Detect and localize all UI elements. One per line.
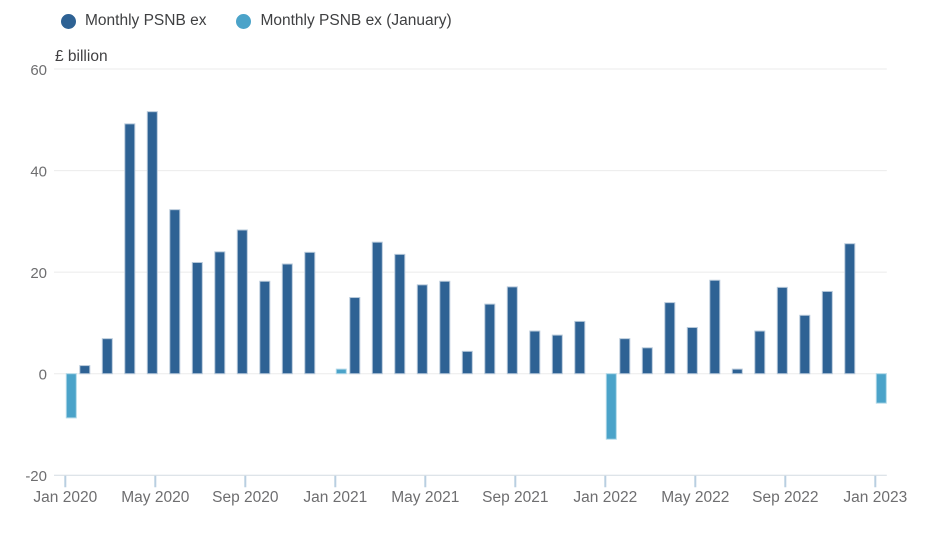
x-axis-tick-label: Sep 2020 xyxy=(212,489,279,506)
bar-monthly-psnb xyxy=(304,251,316,375)
y-axis-tick-label: 20 xyxy=(30,265,47,282)
bar-monthly-psnb xyxy=(371,241,383,375)
x-axis-tick-label: May 2020 xyxy=(121,489,189,506)
x-axis-tick-label: Jan 2020 xyxy=(33,489,97,506)
bar-monthly-psnb xyxy=(799,314,811,375)
bar-monthly-psnb xyxy=(664,302,676,375)
bar-monthly-psnb xyxy=(236,229,248,375)
bar-monthly-psnb-january xyxy=(65,373,77,419)
legend-label-monthly-psnb: Monthly PSNB ex xyxy=(85,12,207,29)
bar-monthly-psnb xyxy=(169,209,181,375)
bar-monthly-psnb xyxy=(101,338,113,375)
x-axis-tick-label: Sep 2022 xyxy=(752,489,818,506)
bar-monthly-psnb xyxy=(191,261,203,375)
bar-monthly-psnb xyxy=(484,303,496,375)
bar-monthly-psnb xyxy=(214,251,226,375)
bar-monthly-psnb xyxy=(259,280,271,375)
legend-item-monthly-psnb-january: Monthly PSNB ex (January) xyxy=(236,12,452,30)
bar-monthly-psnb xyxy=(529,330,541,375)
y-axis-tick-label: -20 xyxy=(25,468,47,485)
legend-item-monthly-psnb: Monthly PSNB ex xyxy=(61,12,206,30)
bar-monthly-psnb xyxy=(349,297,361,375)
bar-monthly-psnb xyxy=(124,123,136,375)
x-axis-tick-label: Sep 2021 xyxy=(482,489,548,506)
bar-monthly-psnb xyxy=(394,253,406,375)
bar-monthly-psnb xyxy=(281,263,293,375)
x-axis-tick-label: Jan 2023 xyxy=(843,489,907,506)
bar-monthly-psnb-january xyxy=(605,373,617,440)
bar-monthly-psnb xyxy=(821,290,833,375)
bar-monthly-psnb xyxy=(641,347,653,375)
bar-monthly-psnb xyxy=(731,368,743,375)
bar-monthly-psnb xyxy=(844,243,856,375)
chart-legend: Monthly PSNB ex Monthly PSNB ex (January… xyxy=(61,12,482,30)
x-axis-tick-label: Jan 2021 xyxy=(303,489,367,506)
x-axis-tick-label: May 2022 xyxy=(661,489,729,506)
bar-monthly-psnb xyxy=(619,338,631,375)
y-axis-tick-label: 40 xyxy=(30,164,47,181)
bar-monthly-psnb xyxy=(686,326,698,375)
x-axis-tick-label: Jan 2022 xyxy=(573,489,637,506)
bar-monthly-psnb-january xyxy=(875,373,887,404)
bar-monthly-psnb xyxy=(461,350,473,375)
bar-monthly-psnb xyxy=(506,286,518,375)
bar-monthly-psnb xyxy=(146,111,158,375)
bar-monthly-psnb xyxy=(416,284,428,375)
y-axis-tick-label: 60 xyxy=(30,62,47,79)
bar-monthly-psnb xyxy=(776,286,788,375)
x-axis-tick-label: May 2021 xyxy=(391,489,459,506)
bar-monthly-psnb xyxy=(551,334,563,375)
bar-monthly-psnb-january xyxy=(335,368,347,375)
bar-monthly-psnb xyxy=(439,280,451,375)
y-axis-tick-label: 0 xyxy=(39,367,47,384)
legend-swatch-monthly-psnb-icon xyxy=(61,13,76,29)
bar-monthly-psnb xyxy=(574,320,586,375)
bar-monthly-psnb xyxy=(79,365,91,375)
legend-label-monthly-psnb-january: Monthly PSNB ex (January) xyxy=(260,12,452,29)
legend-swatch-monthly-psnb-january-icon xyxy=(236,13,252,29)
y-axis-unit-label: £ billion xyxy=(55,48,108,65)
bar-monthly-psnb xyxy=(754,330,766,375)
bar-monthly-psnb xyxy=(709,279,721,375)
